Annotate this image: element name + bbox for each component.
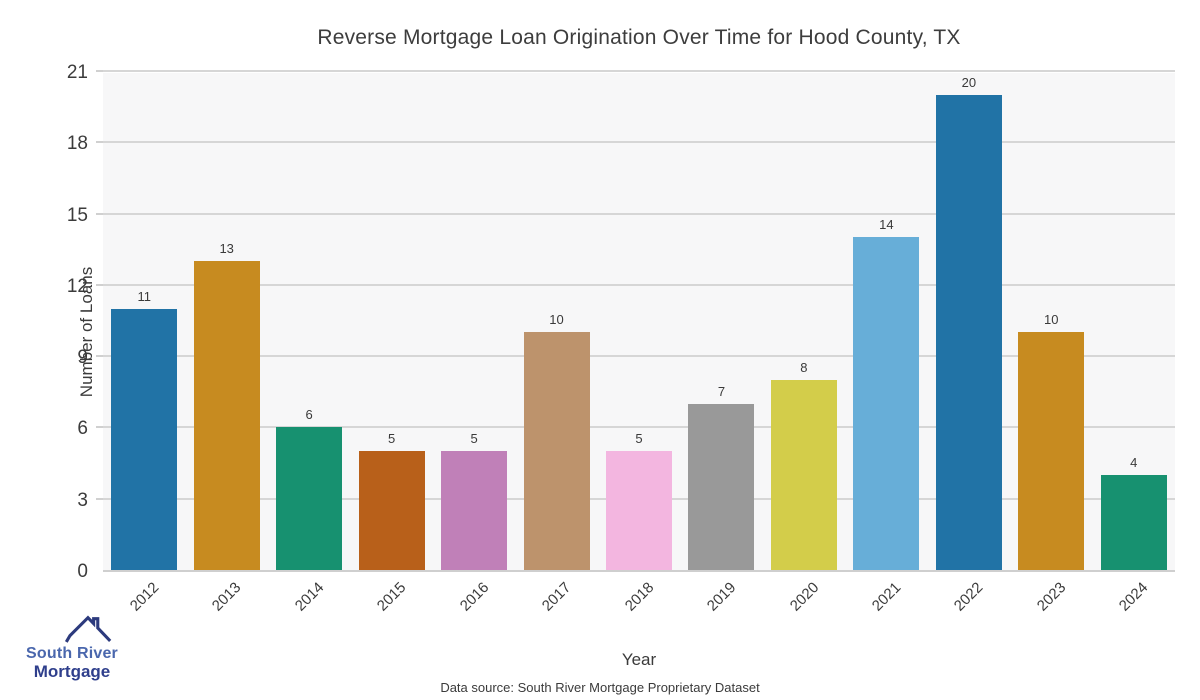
y-tick-label-15: 15 xyxy=(66,204,88,226)
y-tick-label-21: 21 xyxy=(66,62,88,83)
gridline-y-12 xyxy=(103,283,1175,286)
x-tick-label-2024: 2024 xyxy=(1116,579,1152,615)
y-tick-label-0: 0 xyxy=(77,561,88,582)
bar-2020 xyxy=(770,379,837,570)
bar-value-label-2013: 13 xyxy=(219,241,234,257)
bar-value-label-2014: 6 xyxy=(305,407,313,423)
gridline-y-6 xyxy=(103,426,1175,429)
bar-2016 xyxy=(441,451,508,570)
bar-value-label-2018: 5 xyxy=(635,431,643,447)
bar-value-label-2012: 11 xyxy=(137,288,151,304)
bar-value-label-2016: 5 xyxy=(470,431,478,447)
bar-2024 xyxy=(1100,474,1167,570)
bar-slot-2022: 20 xyxy=(928,73,1010,570)
y-tick-mark xyxy=(96,355,103,358)
gridline-y-15 xyxy=(103,212,1175,215)
south-river-mortgage-logo: South River Mortgage xyxy=(14,612,130,682)
bar-value-label-2021: 14 xyxy=(879,217,894,233)
bar-slot-2017: 10 xyxy=(515,73,597,570)
x-tick-label-2023: 2023 xyxy=(1033,579,1070,615)
bar-value-label-2024: 4 xyxy=(1130,454,1138,470)
bar-2014 xyxy=(276,427,343,570)
bar-value-label-2022: 20 xyxy=(961,74,977,90)
bar-slot-2018: 5 xyxy=(598,73,680,570)
gridline-y-21 xyxy=(103,70,1175,72)
y-tick-label-3: 3 xyxy=(77,489,88,511)
bar-slot-2020: 8 xyxy=(763,73,845,570)
y-tick-label-9: 9 xyxy=(77,347,88,369)
x-tick-label-2012: 2012 xyxy=(126,579,163,615)
bar-slot-2016: 5 xyxy=(433,73,515,570)
gridline-y-9 xyxy=(103,355,1175,358)
bar-slot-2021: 14 xyxy=(845,73,927,570)
bar-slot-2012: 11 xyxy=(103,73,185,570)
y-tick-mark xyxy=(96,497,103,500)
bar-value-label-2019: 7 xyxy=(717,383,726,399)
bar-2015 xyxy=(358,451,425,570)
bar-slot-2013: 13 xyxy=(185,73,267,570)
x-axis-title: Year xyxy=(621,650,657,669)
bar-2013 xyxy=(193,261,260,570)
x-tick-label-2018: 2018 xyxy=(621,579,658,615)
x-tick-label-2022: 2022 xyxy=(951,579,987,615)
gridline-y-18 xyxy=(103,141,1175,144)
x-tick-label-2015: 2015 xyxy=(374,579,410,615)
bar-slot-2014: 6 xyxy=(268,73,350,570)
bar-slot-2024: 4 xyxy=(1093,73,1175,570)
bar-value-label-2015: 5 xyxy=(387,431,396,447)
bar-2018 xyxy=(605,451,672,570)
y-tick-mark xyxy=(96,141,103,144)
bar-2022 xyxy=(935,94,1002,570)
data-source-text: Data source: South River Mortgage Propri… xyxy=(440,680,760,695)
bar-value-label-2020: 8 xyxy=(800,359,808,375)
y-tick-mark xyxy=(96,70,103,72)
x-tick-label-2021: 2021 xyxy=(868,579,905,615)
x-tick-label-2014: 2014 xyxy=(291,579,328,615)
y-tick-label-12: 12 xyxy=(66,275,88,297)
x-tick-label-2013: 2013 xyxy=(209,579,245,615)
x-tick-label-2019: 2019 xyxy=(703,579,740,615)
bar-2017 xyxy=(523,332,590,570)
y-tick-label-18: 18 xyxy=(66,133,88,155)
logo-text-line1: South River xyxy=(26,645,118,662)
house-roof-icon xyxy=(64,615,112,643)
y-tick-label-6: 6 xyxy=(77,418,88,440)
bar-2021 xyxy=(853,237,920,570)
x-tick-label-2016: 2016 xyxy=(456,579,493,615)
bar-slot-2015: 5 xyxy=(350,73,432,570)
logo-text-line2: Mortgage xyxy=(33,662,111,681)
x-tick-label-2020: 2020 xyxy=(786,579,822,615)
chart-title: Reverse Mortgage Loan Origination Over T… xyxy=(317,26,961,49)
y-tick-mark xyxy=(96,283,103,286)
y-tick-mark xyxy=(96,426,103,429)
y-tick-mark xyxy=(96,212,103,215)
bar-slot-2023: 10 xyxy=(1010,73,1092,570)
bar-2023 xyxy=(1018,332,1085,570)
bar-value-label-2023: 10 xyxy=(1044,312,1059,328)
x-tick-label-2017: 2017 xyxy=(538,579,575,615)
plot-area: 11 13 6 5 5 10 5 7 8 14 20 10 4 xyxy=(96,70,1175,572)
bar-value-label-2017: 10 xyxy=(549,312,564,328)
bar-slot-2019: 7 xyxy=(680,73,762,570)
bar-2012 xyxy=(111,308,178,570)
bar-2019 xyxy=(688,403,755,570)
